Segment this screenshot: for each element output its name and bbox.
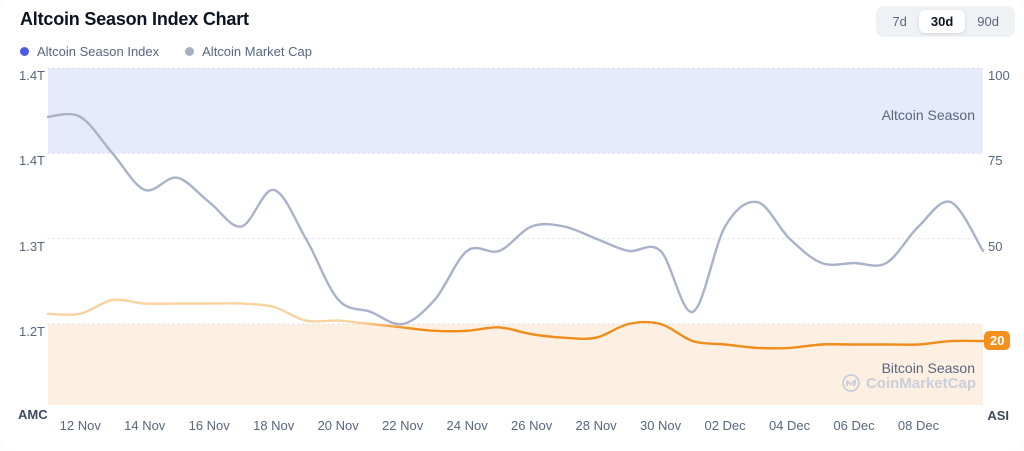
x-tick-label: 26 Nov <box>511 418 553 433</box>
x-tick-label: 02 Dec <box>704 418 746 433</box>
legend-label-altcoin-season-index: Altcoin Season Index <box>37 44 160 59</box>
legend-dot-gray-icon <box>185 47 195 56</box>
range-button-30d[interactable]: 30d <box>918 10 966 33</box>
y-left-tick-label: 1.2T <box>18 324 45 339</box>
x-tick-label: 18 Nov <box>253 418 295 433</box>
chart-legend: Altcoin Season Index Altcoin Market Cap <box>20 44 312 59</box>
y-right-tick-label: 50 <box>988 238 1003 254</box>
page-title: Altcoin Season Index Chart <box>20 9 249 29</box>
legend-label-altcoin-market-cap: Altcoin Market Cap <box>202 44 312 59</box>
right-axis-name: ASI <box>987 408 1009 423</box>
x-tick-label: 30 Nov <box>639 418 682 433</box>
y-left-tick-label: 1.4T <box>18 153 45 169</box>
range-button-90d[interactable]: 90d <box>965 10 1011 33</box>
watermark-label: CoinMarketCap <box>865 374 976 392</box>
x-tick-label: 24 Nov <box>446 418 488 433</box>
x-tick-label: 12 Nov <box>59 418 101 433</box>
x-tick-label: 28 Nov <box>575 418 617 433</box>
x-tick-label: 16 Nov <box>188 418 230 433</box>
coinmarketcap-logo-icon <box>842 374 860 392</box>
bitcoin-season-region-label: Bitcoin Season <box>881 360 975 376</box>
coinmarketcap-watermark: CoinMarketCap <box>841 373 976 393</box>
x-tick-label: 22 Nov <box>382 418 424 433</box>
x-tick-label: 06 Dec <box>833 418 875 433</box>
y-left-tick-label: 1.4T <box>18 68 45 83</box>
x-tick-label: 08 Dec <box>897 418 940 433</box>
y-left-tick-label: 1.3T <box>18 238 45 254</box>
range-switcher: 7d 30d 90d <box>876 6 1015 37</box>
y-right-tick-label: 100 <box>988 68 1010 83</box>
x-tick-label: 14 Nov <box>124 418 166 433</box>
legend-dot-blue-icon <box>20 47 29 56</box>
legend-item-altcoin-market-cap[interactable]: Altcoin Market Cap <box>185 44 312 59</box>
range-button-7d[interactable]: 7d <box>880 10 918 33</box>
legend-item-altcoin-season-index[interactable]: Altcoin Season Index <box>20 44 159 59</box>
x-tick-label: 20 Nov <box>317 418 359 433</box>
current-asi-value-badge: 20 <box>984 331 1011 351</box>
y-right-tick-label: 75 <box>988 153 1003 169</box>
left-axis-name: AMC <box>18 407 48 422</box>
altcoin-season-region-label: Altcoin Season <box>881 107 975 123</box>
x-tick-label: 04 Dec <box>768 418 811 433</box>
